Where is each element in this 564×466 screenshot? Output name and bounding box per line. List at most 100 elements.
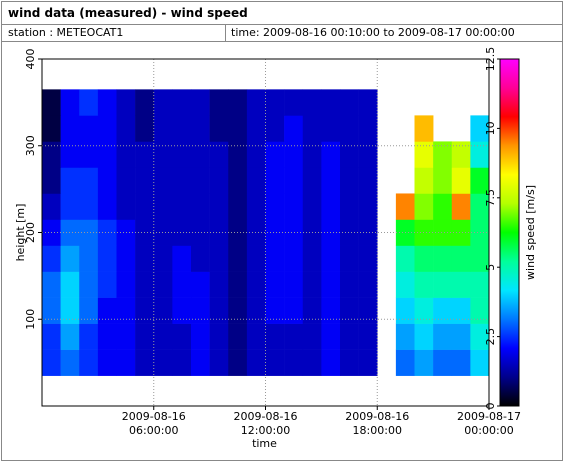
cell: [79, 193, 99, 220]
cell: [228, 115, 248, 142]
cell: [321, 323, 341, 350]
x-tick-label: 2009-08-16 12:00:00: [234, 410, 298, 437]
cell: [246, 245, 266, 272]
cell: [358, 141, 378, 168]
cell: [153, 297, 173, 324]
cell: [433, 349, 453, 376]
cell: [79, 323, 99, 350]
cell: [302, 141, 322, 168]
cell: [228, 297, 248, 324]
cell: [358, 297, 378, 324]
cell: [97, 349, 117, 376]
cell: [97, 297, 117, 324]
cell: [42, 297, 61, 324]
cell: [60, 141, 80, 168]
cell: [470, 219, 490, 246]
cell: [42, 323, 61, 350]
cell: [191, 89, 210, 116]
cell: [97, 193, 117, 220]
cell: [321, 297, 341, 324]
cell: [191, 115, 210, 142]
cell: [79, 141, 99, 168]
cell: [172, 193, 192, 220]
cell: [340, 115, 359, 142]
cell: [172, 349, 192, 376]
cell: [358, 349, 378, 376]
cell: [116, 297, 136, 324]
cell: [135, 115, 155, 142]
cell: [414, 323, 434, 350]
cell: [302, 193, 322, 220]
cell: [246, 323, 266, 350]
station: station : METEOCAT1: [8, 26, 123, 39]
colorbar-tick-label: 0: [484, 403, 497, 410]
cell: [97, 115, 117, 142]
cell: [433, 219, 453, 246]
cell: [340, 89, 359, 116]
cell: [265, 245, 285, 272]
y-tick-label: 200: [24, 222, 37, 243]
cell: [265, 141, 285, 168]
chart-title: wind data (measured) - wind speed: [8, 6, 248, 20]
cell: [358, 323, 378, 350]
cell: [97, 219, 117, 246]
cell: [340, 245, 359, 272]
cell: [153, 193, 173, 220]
x-tick-label: 2009-08-16 06:00:00: [122, 410, 186, 437]
cell: [358, 219, 378, 246]
cell: [284, 297, 304, 324]
cell: [265, 297, 285, 324]
cell: [451, 245, 471, 272]
cell: [451, 297, 471, 324]
cell: [116, 271, 136, 298]
cell: [172, 219, 192, 246]
cell: [321, 271, 341, 298]
cell: [451, 219, 471, 246]
cell: [79, 271, 99, 298]
cell: [395, 349, 415, 376]
cell: [209, 141, 229, 168]
cell: [246, 297, 266, 324]
cell: [395, 271, 415, 298]
cell: [340, 141, 359, 168]
cell: [246, 271, 266, 298]
cell: [172, 141, 192, 168]
colorbar-tick-label: 7.5: [484, 189, 497, 207]
x-tick-label: 2009-08-17 00:00:00: [457, 410, 521, 437]
cell: [433, 297, 453, 324]
cell: [340, 167, 359, 194]
cell: [302, 89, 322, 116]
x-axis-label: time: [252, 437, 277, 450]
cell: [246, 349, 266, 376]
cell: [451, 167, 471, 194]
cell: [265, 271, 285, 298]
cell: [60, 245, 80, 272]
cell: [321, 349, 341, 376]
cell: [265, 167, 285, 194]
cell: [228, 141, 248, 168]
cell: [321, 193, 341, 220]
cell: [228, 323, 248, 350]
cell: [358, 167, 378, 194]
cell: [172, 115, 192, 142]
cell: [60, 297, 80, 324]
x-tick-label: 2009-08-16 18:00:00: [345, 410, 409, 437]
cell: [284, 167, 304, 194]
colorbar: [499, 58, 520, 407]
colorbar-tick-label: 12.5: [484, 47, 497, 72]
cell: [172, 271, 192, 298]
cell: [302, 167, 322, 194]
cell: [191, 167, 210, 194]
cell: [135, 349, 155, 376]
cell: [153, 167, 173, 194]
cell: [209, 271, 229, 298]
cell: [451, 349, 471, 376]
cell: [97, 323, 117, 350]
cell: [284, 219, 304, 246]
cell: [191, 193, 210, 220]
cell: [79, 219, 99, 246]
cell: [228, 167, 248, 194]
cell: [60, 219, 80, 246]
cell: [60, 271, 80, 298]
cell: [209, 115, 229, 142]
